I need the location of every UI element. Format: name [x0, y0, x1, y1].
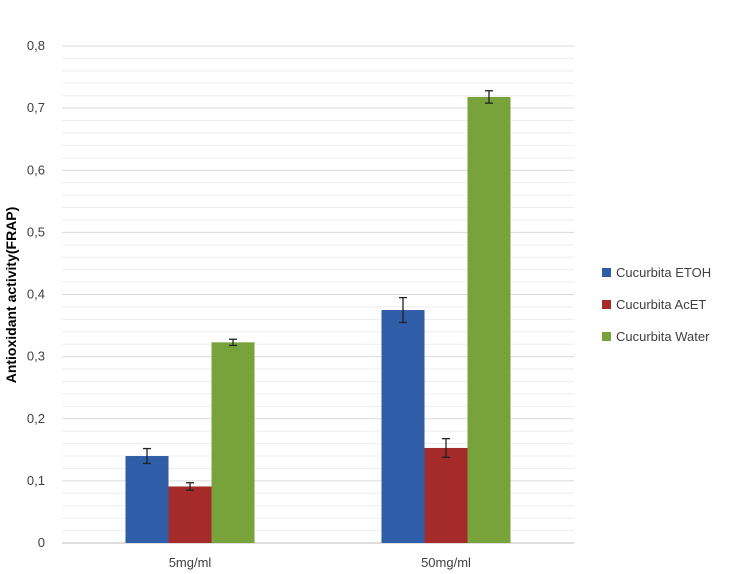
bar: [424, 447, 468, 543]
legend-swatch: [602, 300, 611, 309]
legend-swatch: [602, 268, 611, 277]
y-tick-label: 0,6: [27, 162, 45, 177]
x-tick-label: 5mg/ml: [169, 555, 212, 570]
legend-label: Cucurbita ETOH: [616, 265, 711, 280]
bar: [211, 342, 255, 543]
legend-label: Cucurbita Water: [616, 329, 710, 344]
y-tick-label: 0,1: [27, 473, 45, 488]
x-tick-label: 50mg/ml: [421, 555, 471, 570]
bar: [125, 456, 169, 543]
y-axis-ticks: 0 0,1 0,2 0,3 0,4 0,5 0,6 0,7 0,8: [27, 38, 45, 550]
y-axis-title: Antioxidant activity(FRAP): [3, 207, 19, 384]
y-tick-label: 0,3: [27, 349, 45, 364]
legend-swatch: [602, 332, 611, 341]
bar: [467, 96, 511, 543]
bar: [168, 486, 212, 543]
y-tick-label: 0: [38, 535, 45, 550]
y-tick-label: 0,8: [27, 38, 45, 53]
y-tick-label: 0,4: [27, 287, 45, 302]
legend: Cucurbita ETOH Cucurbita AcET Cucurbita Wa…: [602, 265, 711, 344]
error-bars: [143, 90, 493, 491]
y-tick-label: 0,7: [27, 100, 45, 115]
y-tick-label: 0,5: [27, 224, 45, 239]
bars: [125, 96, 511, 543]
y-tick-label: 0,2: [27, 411, 45, 426]
bar: [381, 310, 425, 543]
legend-label: Cucurbita AcET: [616, 297, 706, 312]
x-axis-ticks: 5mg/ml 50mg/ml: [169, 555, 471, 570]
